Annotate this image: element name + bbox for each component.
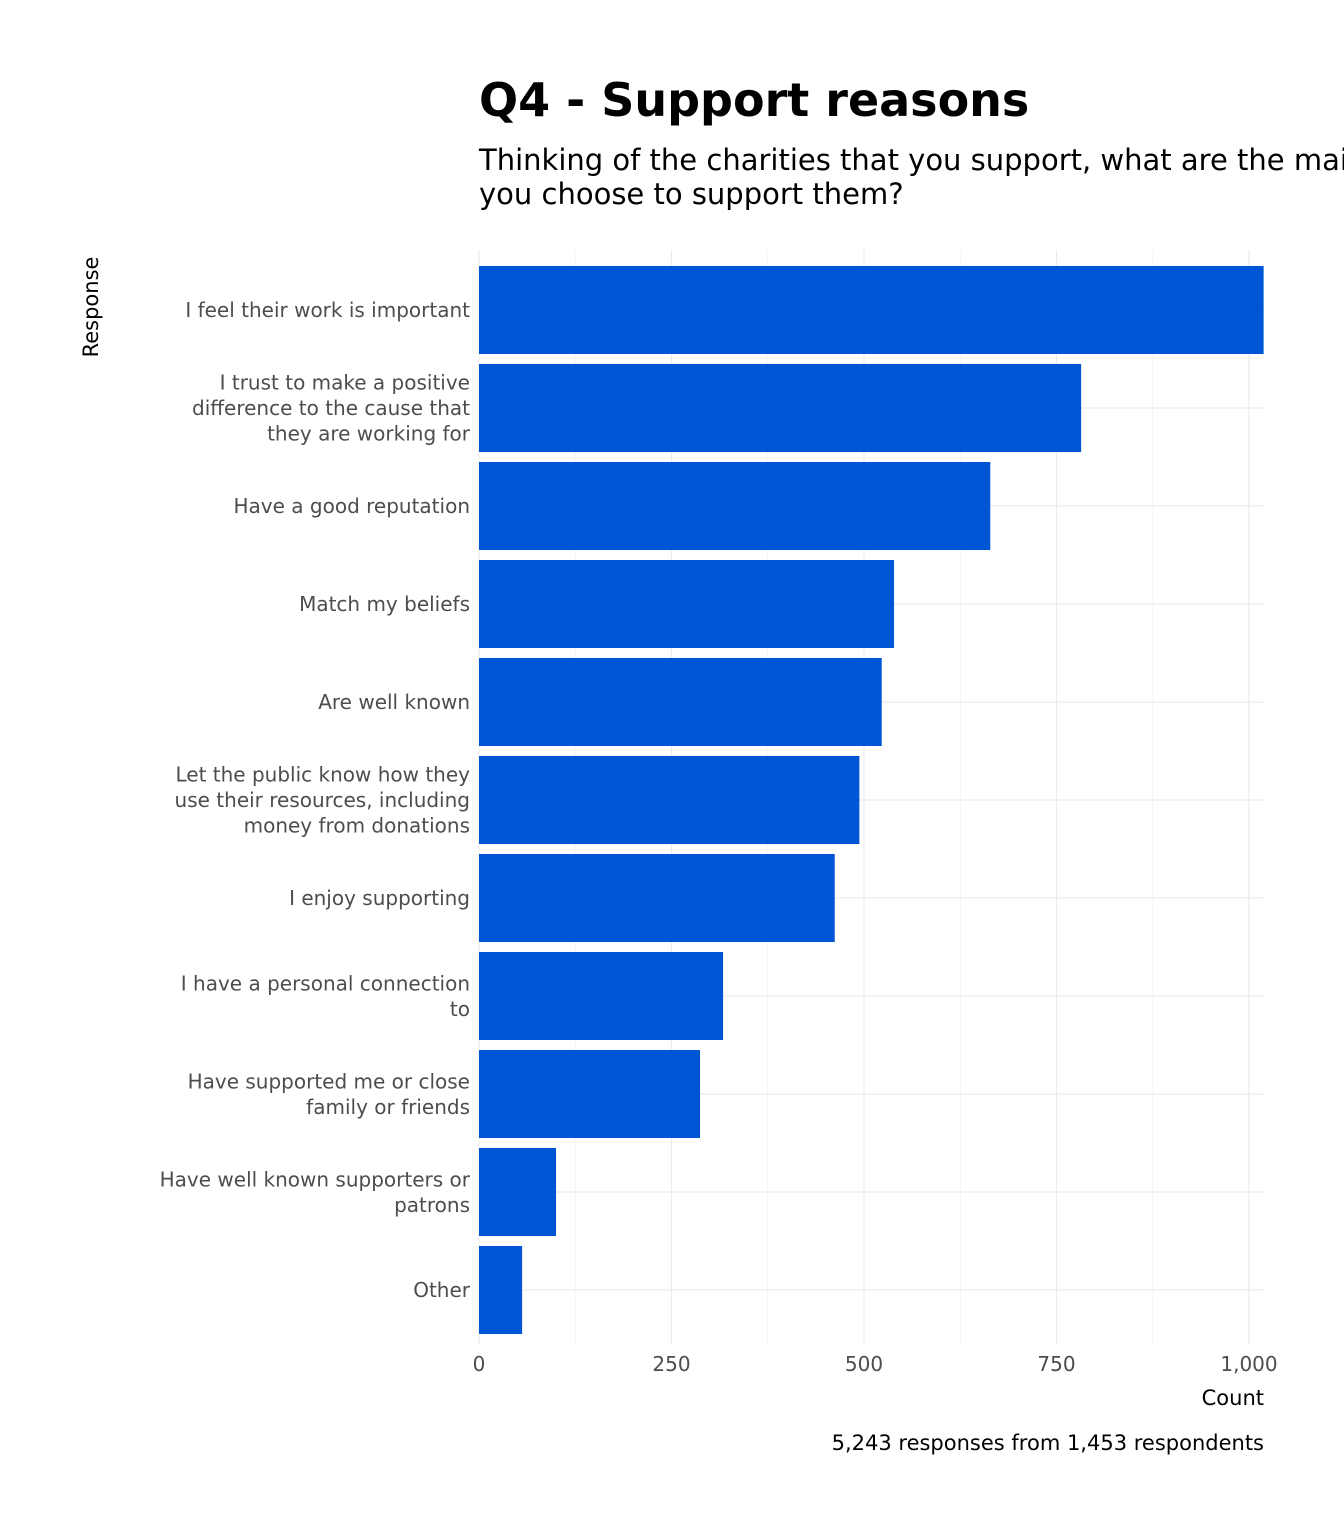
- x-tick-label: 750: [1037, 1352, 1075, 1376]
- x-axis-title: Count: [1202, 1386, 1264, 1410]
- bar: [479, 462, 991, 550]
- y-tick-label: patrons: [394, 1193, 470, 1217]
- y-tick-label: Match my beliefs: [299, 592, 470, 616]
- y-tick-label: Have supported me or close: [188, 1069, 470, 1093]
- chart-caption: 5,243 responses from 1,453 respondents: [832, 1431, 1264, 1455]
- y-tick-label: I enjoy supporting: [289, 886, 470, 910]
- bar: [479, 266, 1264, 354]
- chart-subtitle-line-2: you choose to support them?: [479, 177, 904, 211]
- bar: [479, 1050, 700, 1138]
- bars: [479, 266, 1264, 1334]
- bar: [479, 756, 860, 844]
- y-tick-label: family or friends: [306, 1095, 470, 1119]
- x-tick-label: 1,000: [1220, 1352, 1277, 1376]
- bar: [479, 952, 724, 1040]
- y-tick-label: to: [450, 997, 470, 1021]
- y-tick-label: I have a personal connection: [181, 971, 470, 995]
- bar: [479, 1148, 556, 1236]
- bar: [479, 560, 895, 648]
- y-tick-label: money from donations: [244, 814, 470, 838]
- y-tick-labels: I feel their work is important I trust to…: [160, 298, 471, 1302]
- x-tick-label: 500: [845, 1352, 883, 1376]
- y-tick-label: Have well known supporters or: [160, 1167, 471, 1191]
- y-tick-label: difference to the cause that: [192, 396, 470, 420]
- x-tick-label: 0: [473, 1352, 486, 1376]
- bar: [479, 1246, 523, 1334]
- y-tick-label: I trust to make a positive: [220, 371, 470, 395]
- y-tick-label: Let the public know how they: [175, 763, 470, 787]
- chart-title: Q4 - Support reasons: [479, 73, 1029, 127]
- y-tick-label: Other: [413, 1278, 471, 1302]
- bar: [479, 658, 882, 746]
- bar: [479, 364, 1082, 452]
- y-tick-label: Have a good reputation: [234, 494, 471, 518]
- y-tick-label: Are well known: [318, 690, 470, 714]
- y-tick-label: they are working for: [267, 422, 471, 446]
- y-tick-label: I feel their work is important: [185, 298, 470, 322]
- x-tick-label: 250: [652, 1352, 690, 1376]
- x-tick-labels: 0 250 500 750 1,000: [473, 1352, 1278, 1376]
- chart-subtitle-line-1: Thinking of the charities that you suppo…: [478, 143, 1344, 177]
- y-tick-label: use their resources, including: [175, 788, 470, 812]
- bar: [479, 854, 835, 942]
- y-axis-title: Response: [79, 257, 103, 358]
